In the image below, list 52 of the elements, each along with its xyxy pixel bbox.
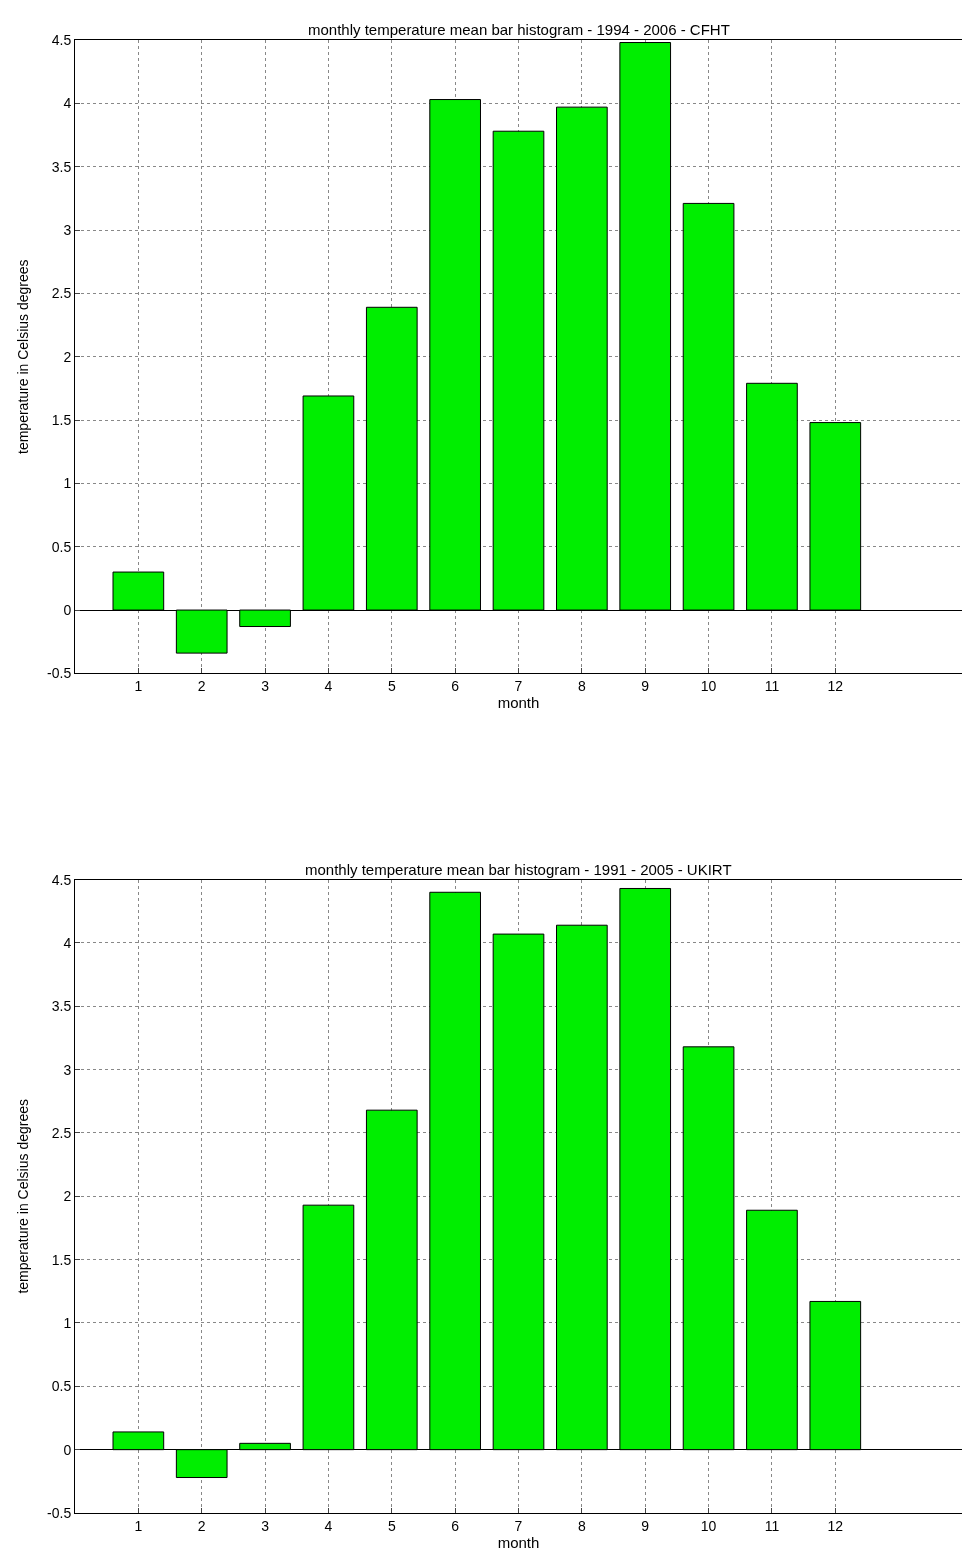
y-axis-title: temperature in Celsius degrees	[14, 1099, 31, 1294]
y-tick-label: 1.5	[51, 1251, 72, 1268]
y-tick-label: -0.5	[47, 1504, 72, 1521]
y-tick-label: 4	[63, 934, 72, 951]
y-tick-label: 4.5	[51, 871, 72, 888]
y-tick-label: 1	[63, 1314, 72, 1331]
y-tick-label: 3.5	[51, 158, 72, 175]
y-tick-label: 2.5	[51, 1124, 72, 1141]
x-axis-title: month	[497, 1533, 540, 1551]
y-tick-label: 3	[63, 1061, 72, 1078]
x-tick-label: 1	[134, 1517, 143, 1534]
x-tick-label: 10	[700, 1517, 717, 1534]
x-tick-label: 9	[641, 1517, 650, 1534]
chart-title: monthly temperature mean bar histogram - 1991 - 2005 - UKIRT	[305, 861, 732, 878]
x-tick-label: 4	[324, 678, 333, 695]
x-tick-label: 3	[261, 678, 270, 695]
x-tick-label: 5	[387, 678, 396, 695]
x-tick-label: 12	[827, 1517, 844, 1534]
y-tick-label: 0.5	[51, 538, 72, 555]
x-tick-label: 12	[827, 678, 844, 695]
x-tick-label: 7	[514, 678, 523, 695]
y-tick-label: 2.5	[51, 285, 72, 302]
x-tick-label: 7	[514, 1517, 523, 1534]
y-tick-label: 4	[63, 95, 72, 112]
x-tick-label: 2	[197, 1517, 206, 1534]
y-axis-title: temperature in Celsius degrees	[14, 259, 31, 454]
x-tick-label: 5	[387, 1517, 396, 1534]
y-tick-label: 0	[63, 1441, 72, 1458]
x-tick-label: 2	[197, 678, 206, 695]
x-tick-label: 11	[764, 678, 780, 695]
x-tick-label: 1	[134, 678, 143, 695]
x-tick-label: 3	[261, 1517, 270, 1534]
x-tick-label: 11	[764, 1517, 780, 1534]
y-tick-label: 3	[63, 221, 72, 238]
x-tick-label: 6	[451, 1517, 460, 1534]
x-tick-label: 8	[577, 678, 586, 695]
y-tick-label: 0	[63, 601, 72, 618]
y-tick-label: 3.5	[51, 998, 72, 1015]
x-axis-title: month	[497, 694, 540, 712]
y-tick-label: 1.5	[51, 411, 72, 428]
x-tick-label: 8	[577, 1517, 586, 1534]
x-tick-label: 9	[641, 678, 650, 695]
x-tick-label: 4	[324, 1517, 333, 1534]
y-tick-label: 0.5	[51, 1378, 72, 1395]
x-tick-label: 6	[451, 678, 460, 695]
y-tick-label: 2	[63, 1188, 72, 1205]
x-tick-label: 10	[700, 678, 717, 695]
y-tick-label: -0.5	[47, 665, 72, 682]
y-tick-label: 4.5	[51, 31, 72, 48]
y-tick-label: 2	[63, 348, 72, 365]
chart-title: monthly temperature mean bar histogram - 1994 - 2006 - CFHT	[308, 21, 730, 38]
y-tick-label: 1	[63, 475, 72, 492]
